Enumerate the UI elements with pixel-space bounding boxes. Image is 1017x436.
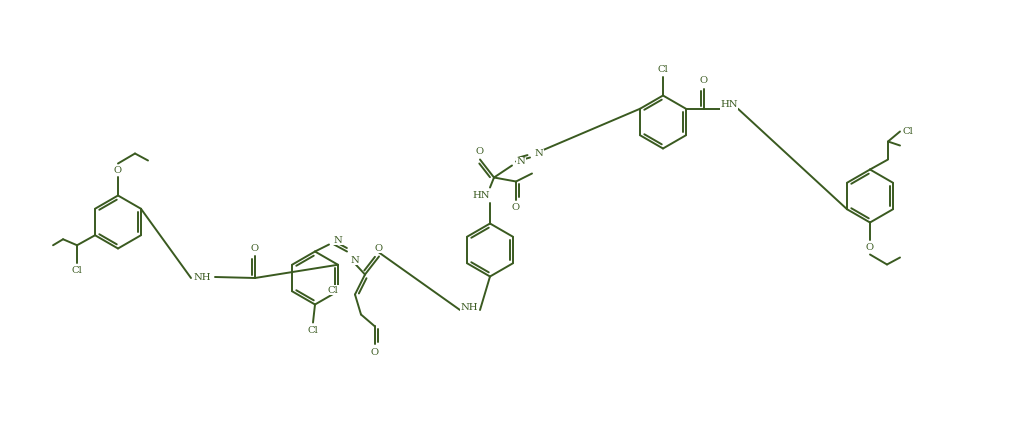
Text: Cl: Cl <box>71 266 82 275</box>
Text: NH: NH <box>193 272 211 282</box>
Text: O: O <box>371 348 379 357</box>
Text: O: O <box>700 76 708 85</box>
Text: HN: HN <box>472 191 490 200</box>
Text: O: O <box>512 203 520 212</box>
Text: O: O <box>114 166 122 175</box>
Text: O: O <box>476 147 484 156</box>
Text: Cl: Cl <box>307 326 318 335</box>
Text: O: O <box>865 243 874 252</box>
Text: N: N <box>351 256 359 265</box>
Text: Cl: Cl <box>903 127 913 136</box>
Text: O: O <box>375 244 383 253</box>
Text: NH: NH <box>461 303 478 313</box>
Text: N: N <box>535 149 543 158</box>
Text: N: N <box>334 236 343 245</box>
Text: O: O <box>251 243 259 252</box>
Text: HN: HN <box>720 100 737 109</box>
Text: N: N <box>517 157 526 166</box>
Text: Cl: Cl <box>658 65 668 74</box>
Text: Cl: Cl <box>327 286 339 295</box>
